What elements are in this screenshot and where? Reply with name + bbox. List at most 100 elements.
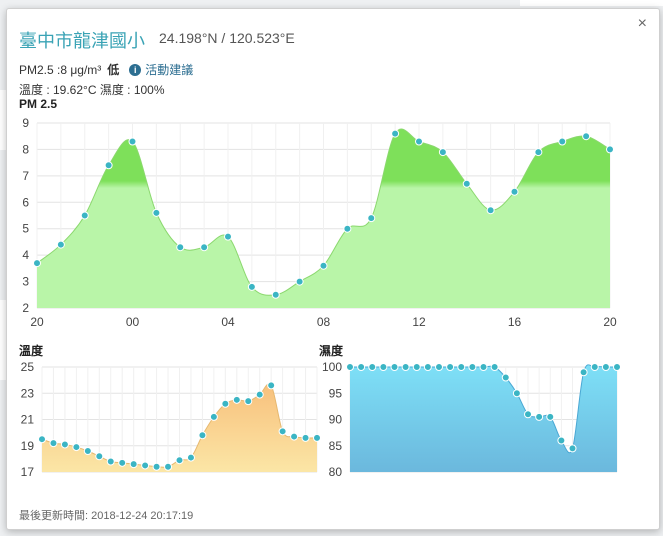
data-point	[501, 373, 510, 382]
station-title: 臺中市龍津國小	[19, 31, 145, 51]
data-point	[83, 447, 92, 455]
y-tick-label: 100	[322, 360, 342, 374]
temperature-chart: 17 19 21 23 25	[21, 360, 321, 479]
data-point	[129, 460, 138, 469]
close-icon[interactable]: ×	[637, 15, 647, 32]
data-point	[186, 453, 195, 462]
y-tick-label: 2	[22, 301, 29, 315]
data-point	[38, 435, 46, 444]
data-point	[290, 432, 299, 441]
data-point	[247, 282, 256, 291]
data-point	[390, 363, 399, 371]
activity-advice-link[interactable]: 活動建議	[145, 63, 194, 77]
data-point	[271, 290, 280, 299]
x-tick-label: 12	[412, 315, 426, 329]
data-point	[152, 208, 161, 217]
data-point	[232, 395, 241, 404]
data-point	[209, 412, 218, 421]
data-point	[367, 214, 376, 223]
data-point	[56, 240, 65, 249]
data-point	[176, 243, 185, 252]
data-point	[343, 224, 352, 233]
data-point	[558, 137, 567, 146]
data-point	[104, 161, 113, 170]
data-point	[319, 261, 328, 270]
pm-level: 低	[107, 63, 120, 77]
pm-status-line: PM2.5 :8 μg/m³ 低 i 活動建議	[19, 61, 193, 78]
y-tick-label: 23	[21, 386, 35, 400]
data-point	[267, 381, 276, 390]
data-point	[534, 148, 543, 157]
data-point	[128, 137, 137, 146]
y-tick-label: 21	[21, 413, 35, 427]
y-tick-label: 3	[22, 275, 29, 289]
data-point	[568, 444, 577, 453]
data-point	[106, 457, 115, 466]
data-point	[415, 137, 423, 146]
last-updated: 最後更新時間: 2018-12-24 20:17:19	[19, 510, 194, 522]
data-point	[295, 277, 304, 286]
data-point	[357, 363, 366, 371]
y-tick-label: 6	[22, 195, 29, 209]
temp-section-label: 溫度	[19, 344, 44, 358]
data-point	[301, 433, 310, 442]
info-icon[interactable]: i	[129, 63, 142, 76]
data-point	[606, 145, 614, 154]
data-point	[72, 443, 81, 452]
data-point	[175, 456, 184, 465]
data-point	[33, 259, 41, 268]
data-point	[423, 363, 432, 371]
data-point	[446, 363, 455, 371]
data-point	[438, 148, 447, 157]
humidity-chart: 80 85 90 95 100	[322, 360, 621, 479]
data-point	[412, 363, 421, 371]
station-popup: × 臺中市龍津國小 24.198°N / 120.523°E PM2.5 :8 …	[6, 8, 660, 530]
data-point	[379, 363, 388, 371]
data-point	[579, 368, 588, 377]
temp-humidity-line: 溫度 : 19.62°C 濕度 : 100%	[19, 83, 165, 97]
x-tick-label: 00	[126, 315, 140, 329]
x-tick-label: 16	[508, 315, 522, 329]
data-point	[535, 412, 544, 421]
y-tick-label: 7	[22, 169, 29, 183]
data-point	[346, 363, 354, 371]
pm-value: PM2.5 :8 μg/m³	[19, 62, 102, 77]
data-point	[468, 363, 477, 371]
data-point	[457, 363, 466, 371]
data-point	[164, 462, 173, 471]
data-point	[95, 452, 104, 461]
data-point	[391, 129, 400, 138]
data-point	[401, 363, 410, 371]
series-area	[37, 128, 610, 308]
y-tick-label: 8	[22, 142, 29, 156]
x-tick-label: 20	[30, 315, 44, 329]
data-point	[510, 187, 519, 196]
data-point	[141, 461, 150, 470]
station-coordinates: 24.198°N / 120.523°E	[159, 30, 295, 46]
data-point	[512, 389, 521, 398]
y-tick-label: 90	[329, 413, 343, 427]
data-point	[368, 363, 377, 371]
data-point	[60, 440, 69, 449]
data-point	[244, 397, 253, 406]
series-area	[42, 383, 317, 472]
data-point	[313, 433, 321, 442]
y-tick-label: 5	[22, 222, 29, 236]
data-point	[255, 390, 264, 399]
y-tick-label: 9	[22, 116, 29, 130]
data-point	[601, 363, 610, 371]
data-point	[80, 211, 89, 220]
x-tick-label: 20	[603, 315, 617, 329]
y-tick-label: 4	[22, 248, 29, 262]
data-point	[200, 243, 209, 252]
pm-section-label: PM 2.5	[19, 97, 58, 111]
data-point	[590, 363, 599, 371]
humidity-section-label: 濕度	[319, 344, 344, 358]
series-area	[350, 364, 617, 472]
data-point	[198, 431, 207, 440]
y-tick-label: 17	[21, 465, 35, 479]
data-point	[118, 458, 127, 467]
data-point	[224, 232, 232, 241]
x-tick-label: 04	[221, 315, 235, 329]
y-tick-label: 80	[329, 465, 343, 479]
